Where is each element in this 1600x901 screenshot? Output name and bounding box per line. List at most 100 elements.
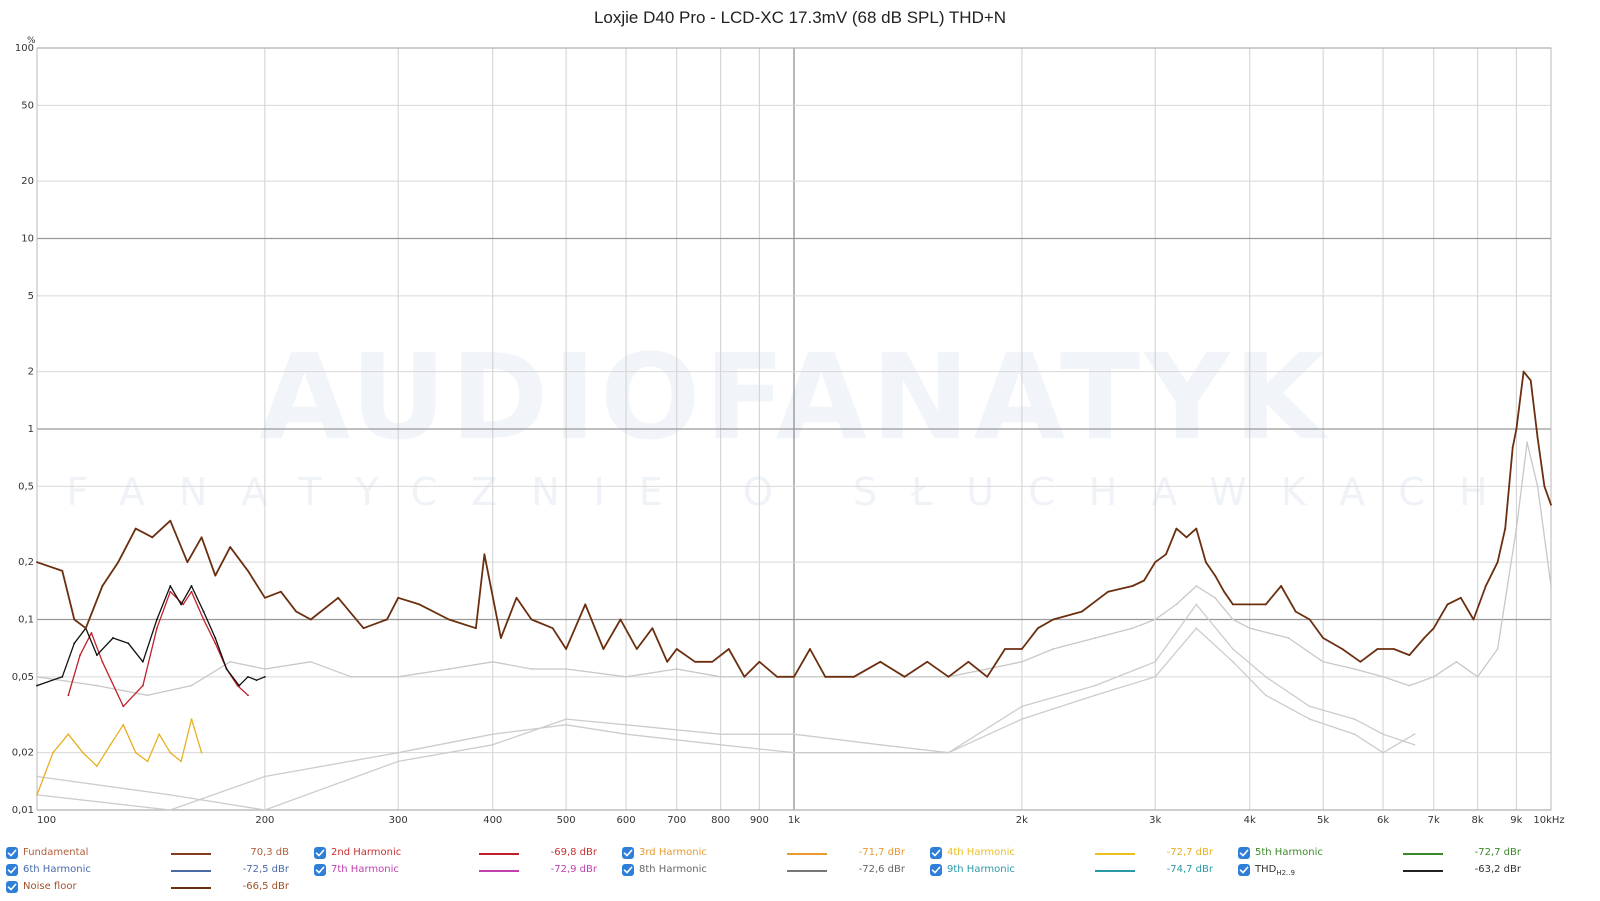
checkbox-checked-icon[interactable] [930,847,942,859]
x-tick-label: 2k [1016,815,1028,826]
data-point [418,603,421,606]
watermark-sub: FANATYCZNIE O SŁUCHAWKACH [66,470,1521,514]
legend-value: -72,5 dBr [242,864,289,875]
checkbox-checked-icon[interactable] [314,847,326,859]
legend-label: 8th Harmonic [639,864,707,875]
y-unit-label: % [27,36,36,46]
data-point [879,660,882,663]
data-point [67,733,70,736]
data-point [1052,618,1055,621]
data-point [1550,503,1552,506]
data-point [109,743,112,746]
data-point [155,627,158,630]
data-point [151,536,154,539]
data-point [1550,585,1552,587]
x-tick-label: 700 [667,815,686,826]
checkbox-checked-icon[interactable] [314,864,326,876]
axes: 100 200 300 400 500 600 700 800 900 1k 2k 3k 4k 5k 6k 7… [12,43,1565,826]
data-point [1515,428,1518,430]
data-point [155,618,158,621]
legend-item[interactable]: Noise floor -66,5 dBr [6,880,306,896]
checkbox-checked-icon[interactable] [6,881,18,893]
checkbox-checked-icon[interactable] [6,847,18,859]
legend-item[interactable]: 3rd Harmonic -71,7 dBr [622,846,922,862]
legend-item[interactable]: 5th Harmonic -72,7 dBr [1238,846,1538,862]
x-tick-label: 4k [1244,815,1256,826]
data-point [169,519,172,522]
checkbox-checked-icon[interactable] [6,864,18,876]
data-point [824,675,827,678]
legend-item[interactable]: THDH2..9 -63,2 dBr [1238,863,1538,879]
legend-label: 7th Harmonic [331,864,399,875]
data-point [214,637,217,639]
legend-swatch [1403,870,1443,872]
checkbox-checked-icon[interactable] [622,847,634,859]
data-point [101,660,104,663]
legend-item[interactable]: 4th Harmonic -72,7 dBr [930,846,1230,862]
data-point [1154,618,1157,621]
checkbox-checked-icon[interactable] [1238,847,1250,859]
data-point [397,596,400,599]
data-point [1423,637,1426,639]
data-point [809,648,811,650]
data-point [1322,660,1325,663]
data-point [491,660,494,663]
data-point [758,675,761,678]
data-point [1432,627,1435,630]
data-point [350,675,353,678]
data-point [1195,585,1198,587]
data-point [1308,618,1311,621]
y-tick-label: 20 [21,176,34,187]
data-point [515,596,518,599]
y-tick-label: 100 [15,43,34,54]
data-point [947,751,950,754]
legend-label: 3rd Harmonic [639,847,707,858]
data-point [926,660,929,663]
data-point [362,627,365,630]
data-point [190,585,193,587]
data-point [1472,618,1475,621]
data-point [96,765,98,767]
data-point [190,590,193,593]
x-tick-label: 1k [788,815,800,826]
legend-item[interactable]: 2nd Harmonic -69,8 dBr [314,846,614,862]
checkbox-checked-icon[interactable] [622,864,634,876]
data-point [1496,648,1499,650]
legend-item[interactable]: Fundamental 70,3 dB [6,846,306,862]
legend-item[interactable]: 7th Harmonic -72,9 dBr [314,863,614,879]
data-point [180,603,182,606]
legend-item[interactable]: 9th Harmonic -74,7 dBr [930,863,1230,879]
data-point [309,660,312,663]
data-point [169,809,172,811]
data-point [499,637,502,639]
legend-item[interactable]: 8th Harmonic -72,6 dBr [622,863,922,879]
data-point [666,660,669,663]
data-point [117,561,120,564]
data-point [1526,441,1529,444]
data-point [202,610,205,613]
data-point [1204,561,1207,564]
data-point [255,679,258,682]
data-point [793,675,795,678]
series-line [36,585,266,687]
data-point [1175,603,1178,606]
legend-swatch [171,887,211,889]
data-point [1154,561,1157,564]
legend-label-text: 4th Harmonic [947,847,1015,858]
data-point [238,684,241,687]
data-point [776,675,779,678]
checkbox-checked-icon[interactable] [1238,864,1250,876]
checkbox-checked-icon[interactable] [930,864,942,876]
legend-label-text: THD [1255,864,1277,875]
data-point [879,743,882,746]
x-tick-label: 300 [389,815,408,826]
data-point [127,642,130,645]
data-point [1248,627,1251,630]
data-point [397,760,400,763]
data-point [1382,733,1384,736]
data-point [1287,637,1290,639]
legend-item[interactable]: 6th Harmonic -72,5 dBr [6,863,306,879]
data-point [793,751,795,754]
x-tick-label: 3k [1149,815,1161,826]
legend-value: -72,6 dBr [858,864,905,875]
